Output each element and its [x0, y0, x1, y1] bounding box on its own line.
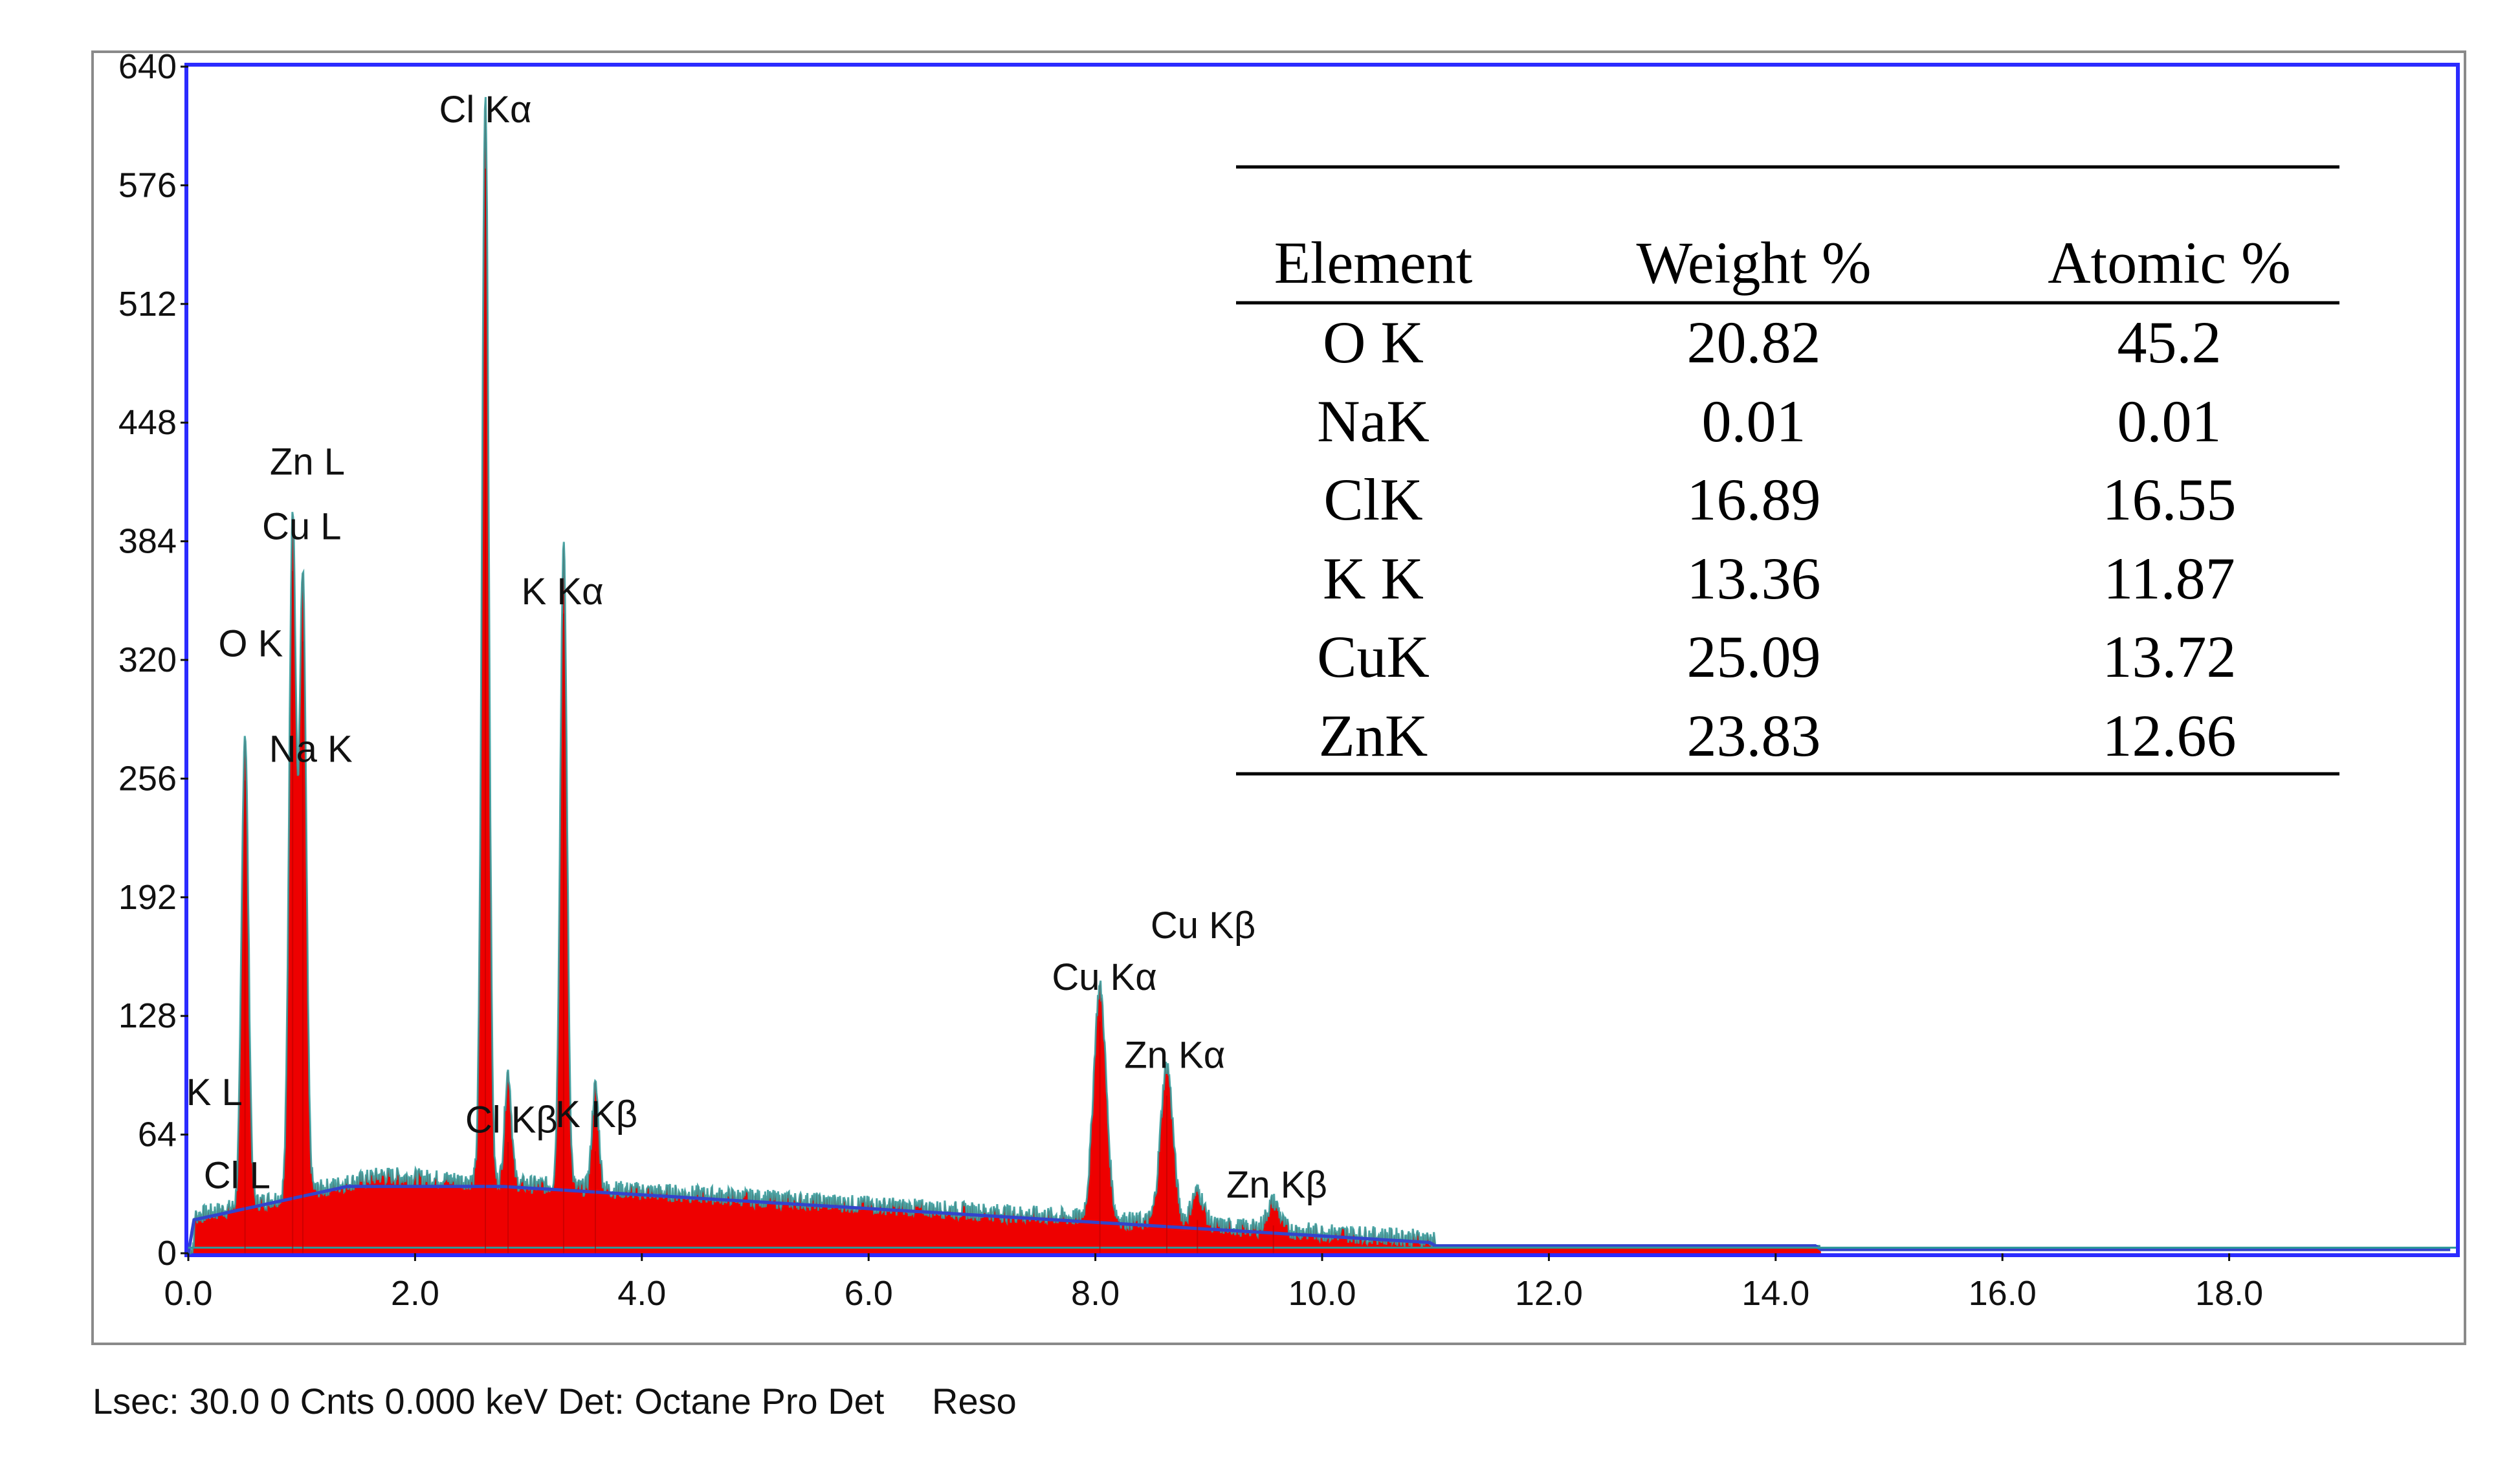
peak-label: O K — [218, 622, 283, 664]
peak-label: K Kβ — [555, 1093, 637, 1135]
y-tick-label: 64 — [138, 1115, 177, 1154]
table-cell: 13.72 — [2103, 624, 2237, 690]
background-fit-curve — [186, 1185, 2451, 1254]
x-tick-label: 2.0 — [391, 1274, 439, 1313]
table-cell: ZnK — [1319, 703, 1428, 769]
table-cell: 16.55 — [2103, 466, 2237, 532]
table-cell: 12.66 — [2103, 703, 2237, 769]
x-tick-label: 14.0 — [1741, 1274, 1809, 1313]
x-tick-label: 6.0 — [845, 1274, 893, 1313]
table-cell: ClK — [1323, 466, 1422, 532]
y-tick-label: 512 — [118, 285, 177, 324]
peak-labels-layer: Cl Kα Zn L Cu L O K K Kα Na K Cu Kβ Cu Kα Zn Kα K… — [186, 89, 1327, 1206]
table-cell: CuK — [1317, 624, 1430, 690]
table-cell: 20.82 — [1687, 309, 1821, 375]
y-tick-label: 256 — [118, 759, 177, 798]
y-tick-label: 448 — [118, 403, 177, 442]
table-cell: 45.2 — [2117, 309, 2222, 375]
y-tick-label: 320 — [118, 641, 177, 679]
table-cell: 11.87 — [2103, 545, 2235, 611]
y-tick-label: 640 — [118, 47, 177, 86]
peak-label: Cu Kβ — [1151, 905, 1255, 947]
peak-label: Zn L — [270, 441, 345, 483]
x-tick-label: 10.0 — [1288, 1274, 1356, 1313]
table-cell: NaK — [1317, 388, 1430, 454]
peak-marks-layer — [244, 168, 1274, 1253]
peak-label: Cl Kα — [439, 89, 531, 131]
y-tick-label: 576 — [118, 166, 177, 204]
y-tick-label: 128 — [118, 996, 177, 1035]
x-tick-label: 8.0 — [1071, 1274, 1120, 1313]
peak-label: Cl L — [204, 1155, 271, 1197]
peak-label: Cu Kα — [1052, 956, 1156, 998]
table-cell: K K — [1323, 545, 1424, 611]
peak-label: Cl Kβ — [465, 1099, 558, 1141]
peak-label: Zn Kα — [1124, 1034, 1225, 1076]
peak-label: Zn Kβ — [1226, 1164, 1327, 1206]
y-tick-label: 384 — [118, 522, 177, 561]
table-header-atomic: Atomic % — [2048, 230, 2291, 296]
table-cell: 0.01 — [2117, 388, 2222, 454]
table-cell: O K — [1323, 309, 1424, 375]
table-header-weight: Weight % — [1636, 230, 1871, 296]
peak-label: Cu L — [262, 506, 342, 548]
x-tick-label: 4.0 — [617, 1274, 666, 1313]
status-extra: Reso — [932, 1381, 1017, 1421]
table-cell: 23.83 — [1687, 703, 1821, 769]
x-tick-label: 0.0 — [164, 1274, 212, 1313]
axes-layer: 0 64 128 192 256 320 384 448 512 576 640 0.0 2.0 4.0 6… — [118, 47, 2263, 1313]
table-cell: 0.01 — [1702, 388, 1806, 454]
table-cell: 25.09 — [1687, 624, 1821, 690]
spectrum-layer — [186, 96, 2456, 1255]
table-cell: 16.89 — [1687, 466, 1821, 532]
table-cell: 13.36 — [1687, 545, 1821, 611]
quant-table: Element Weight % Atomic % O K 20.82 45.2… — [1236, 165, 2339, 776]
peak-label: K Kα — [522, 571, 604, 613]
x-tick-label: 16.0 — [1969, 1274, 2037, 1313]
y-tick-label: 192 — [118, 878, 177, 917]
peak-label: K L — [186, 1071, 243, 1113]
status-text: Lsec: 30.0 0 Cnts 0.000 keV Det: Octane … — [93, 1381, 885, 1421]
x-tick-label: 12.0 — [1515, 1274, 1583, 1313]
table-header-element: Element — [1274, 230, 1473, 296]
x-tick-label: 18.0 — [2195, 1274, 2263, 1313]
peak-label: Na K — [269, 729, 353, 771]
y-tick-label: 0 — [157, 1234, 177, 1273]
